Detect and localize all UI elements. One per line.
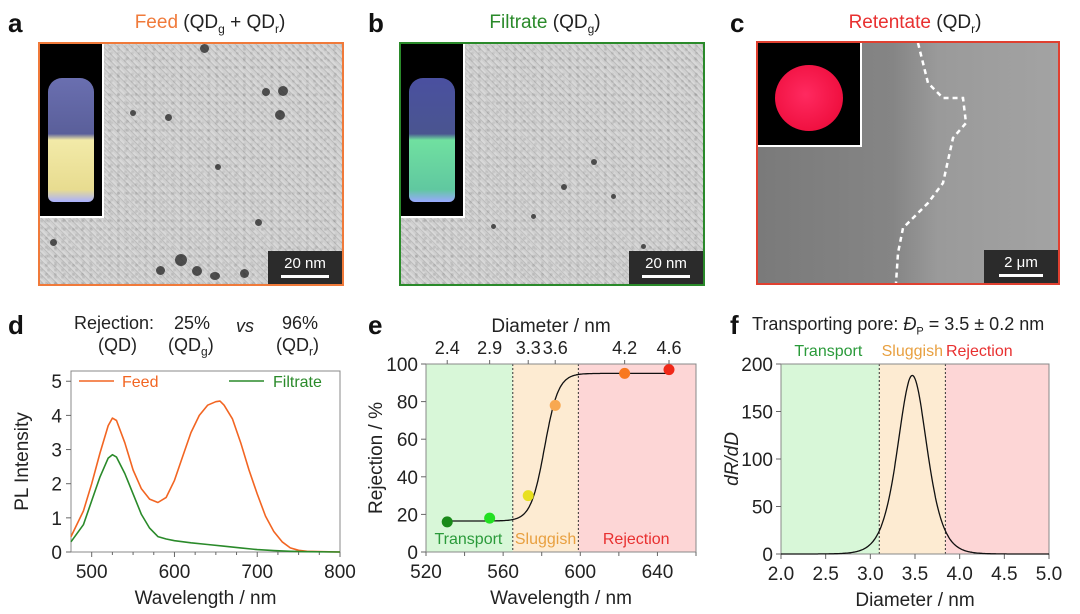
x2-tick-label: 3.6 [543, 338, 568, 358]
red-membrane-photo [758, 43, 862, 147]
panel-c-title: Retentate (QDr) [848, 12, 982, 36]
y-tick-label: 1 [51, 509, 62, 530]
scale-label-c: 2 μm [1004, 254, 1038, 271]
chart-pore-distribution: 0 50 100 150 200 2.0 2.5 3.0 3.5 4.0 4.5 5.0 Diamete… [722, 343, 1062, 611]
y-tick-label: 5 [51, 372, 62, 393]
x-tick-label: 4.5 [991, 564, 1017, 585]
x-tick-label: 600 [564, 562, 596, 583]
data-point [663, 364, 675, 376]
panel-letter-a: a [8, 8, 23, 38]
x-tick-label: 500 [76, 562, 108, 583]
x-tick-label: 2.5 [812, 564, 838, 585]
y-tick-label: 60 [397, 430, 418, 451]
panel-a-title: Feed (QDg + QDr) [134, 12, 286, 36]
scale-label-b: 20 nm [645, 255, 687, 272]
x-tick-label: 560 [487, 562, 519, 583]
x-tick-label: 4.0 [946, 564, 972, 585]
x2-tick-label: 2.4 [435, 338, 460, 358]
panel-letter-c: c [730, 8, 745, 38]
tem-image-filtrate: 20 nm [399, 42, 705, 286]
data-point [484, 512, 496, 524]
x-axis-label: Wavelength / nm [490, 588, 632, 609]
region-label-sluggish: Sluggish [882, 343, 943, 360]
x-tick-label: 640 [642, 562, 674, 583]
panel-d-header: Rejection: 25% vs 96% (QD) (QDg) (QDr) [74, 313, 319, 359]
scale-bar-c: 2 μm [984, 250, 1058, 283]
panel-letter-e: e [368, 310, 383, 340]
data-point [549, 399, 561, 411]
x-tick-label: 800 [324, 562, 356, 583]
series-line-filtrate [70, 453, 341, 553]
y-tick-label: 20 [397, 505, 418, 526]
y-axis-label: dR/dD [722, 432, 743, 486]
panel-letter-d: d [8, 310, 24, 340]
data-point [441, 516, 453, 528]
x2-tick-label: 4.2 [612, 338, 637, 358]
region-sluggish [879, 364, 946, 554]
region-transport [781, 364, 880, 554]
panel-f-title: Transporting pore: ĐP = 3.5 ± 0.2 nm [752, 314, 1045, 338]
plot-frame [70, 370, 341, 553]
vial-photo-yellow [40, 44, 104, 218]
y-axis-label: PL Intensity [12, 412, 33, 511]
region-rejection [945, 364, 1049, 554]
y-tick-label: 50 [752, 498, 773, 519]
region-transport [426, 364, 513, 552]
vial-photo-green [401, 44, 465, 218]
scale-bar-a: 20 nm [268, 251, 342, 284]
region-sluggish [512, 364, 579, 552]
y-tick-label: 2 [51, 475, 62, 496]
membrane-boundary-line [894, 43, 968, 283]
sem-image-retentate: 2 μm [756, 41, 1060, 285]
y-tick-label: 200 [741, 355, 773, 376]
y-tick-label: 40 [397, 468, 418, 489]
y-tick-label: 100 [741, 450, 773, 471]
y-axis-label: Rejection / % [366, 402, 387, 514]
y-tick-label: 150 [741, 403, 773, 424]
data-point [619, 367, 631, 379]
panel-b-title: Filtrate (QDg) [489, 12, 601, 36]
legend-label-feed: Feed [122, 374, 158, 391]
series-line-feed [70, 400, 341, 553]
region-label-sluggish: Sluggish [515, 531, 576, 548]
x-tick-label: 5.0 [1036, 564, 1062, 585]
y-tick-label: 80 [397, 393, 418, 414]
data-point [522, 490, 534, 502]
legend-label-filtrate: Filtrate [273, 374, 322, 391]
chart-rejection: 0 20 40 60 80 100 520 560 600 640 2.4 2.9 3.3 3.6 4.2 4… [366, 316, 697, 609]
fit-curve [447, 372, 669, 522]
x-tick-label: 600 [159, 562, 191, 583]
x-axis-label: Wavelength / nm [135, 588, 277, 609]
scale-bar-b: 20 nm [629, 251, 703, 284]
y-tick-label: 0 [762, 545, 773, 566]
x2-tick-label: 4.6 [656, 338, 681, 358]
x-tick-label: 3.0 [857, 564, 883, 585]
plot-frame [425, 363, 697, 553]
x-tick-label: 520 [410, 562, 442, 583]
x2-tick-label: 3.3 [516, 338, 541, 358]
x2-axis-label: Diameter / nm [491, 316, 610, 337]
y-tick-label: 0 [51, 543, 62, 564]
panel-letter-b: b [368, 8, 384, 38]
y-tick-label: 0 [407, 543, 418, 564]
x-tick-label: 3.5 [902, 564, 928, 585]
region-label-rejection: Rejection [946, 343, 1013, 360]
x2-tick-label: 2.9 [477, 338, 502, 358]
tem-image-feed: 20 nm [38, 42, 344, 286]
y-tick-label: 3 [51, 441, 62, 462]
region-label-transport: Transport [794, 343, 862, 360]
distribution-curve [781, 374, 1049, 555]
chart-pl-spectra: 0 1 2 3 4 5 500 600 700 800 Wavelength / nm PL Inte… [12, 370, 356, 609]
region-label-rejection: Rejection [603, 531, 670, 548]
region-rejection [578, 364, 696, 552]
x-axis-label: Diameter / nm [855, 590, 974, 611]
scale-label-a: 20 nm [284, 255, 326, 272]
x-tick-label: 2.0 [768, 564, 794, 585]
panel-letter-f: f [730, 310, 739, 340]
y-tick-label: 4 [51, 406, 62, 427]
x-tick-label: 700 [241, 562, 273, 583]
y-tick-label: 100 [386, 355, 418, 376]
region-label-transport: Transport [434, 531, 502, 548]
panel-a-title-colored: Feed [134, 12, 179, 33]
